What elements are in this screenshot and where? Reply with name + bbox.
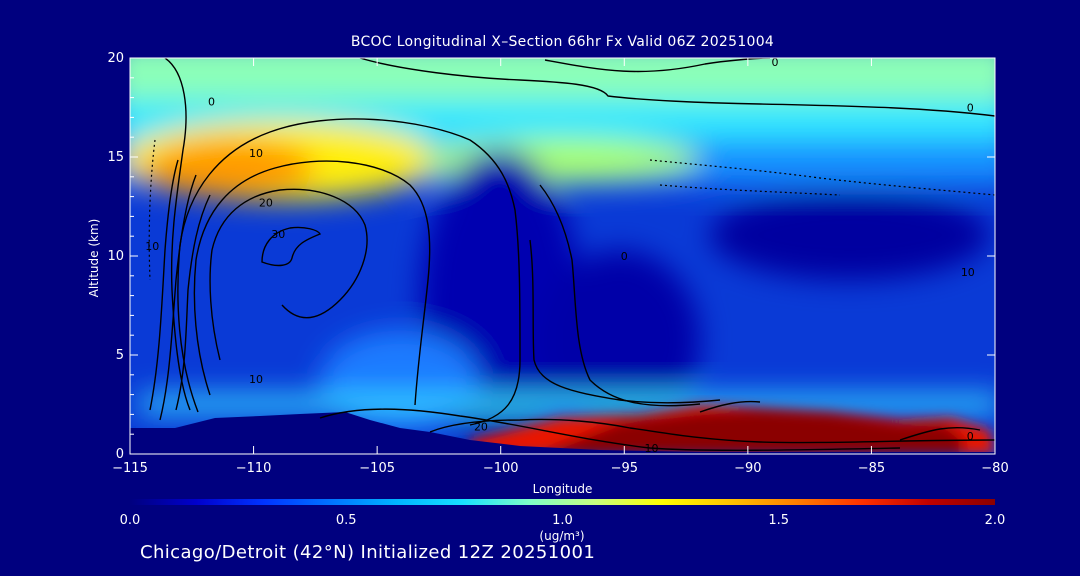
contour-label: 10 [961, 266, 975, 279]
x-tick-label: −90 [734, 461, 761, 476]
contour-0-b [359, 58, 995, 117]
contour-20 [193, 160, 431, 406]
contour-left-stack-3 [175, 194, 211, 411]
contour-left-stack-1 [149, 159, 179, 411]
colorbar: 0.0 0.5 1.0 1.5 2.0 [120, 499, 1006, 528]
concentration-field [130, 58, 995, 454]
colorbar-tick-label: 1.5 [768, 513, 789, 528]
contour-label: 0 [967, 430, 974, 443]
contour-right-lower [529, 239, 721, 404]
x-tick-label: −105 [359, 461, 395, 476]
y-tick-label: 15 [107, 150, 124, 165]
contour-bl-10 [319, 408, 901, 452]
y-tick-label: 0 [116, 447, 124, 462]
contour-label: 0 [967, 102, 974, 115]
dotted-contours [148, 139, 995, 281]
contour-label: 0 [772, 56, 779, 69]
y-ticks: 0 5 10 15 20 [107, 51, 995, 462]
contour-label: 10 [249, 373, 263, 386]
contour-0-a [164, 58, 191, 411]
terrain-mask [130, 412, 995, 454]
contour-label: 20 [259, 197, 273, 210]
x-tick-label: −95 [611, 461, 638, 476]
chart-title: BCOC Longitudinal X–Section 66hr Fx Vali… [350, 34, 775, 50]
dotted-left [148, 139, 156, 281]
dotted-right-lower [659, 184, 841, 196]
colorbar-tick-label: 0.5 [336, 513, 357, 528]
contour-label: 10 [249, 147, 263, 160]
field-trough-2 [540, 250, 700, 430]
contour-rise-right [699, 400, 761, 413]
init-footer: Chicago/Detroit (42°N) Initialized 12Z 2… [140, 542, 596, 563]
x-axis-label: Longitude [532, 482, 593, 496]
x-tick-label: −85 [858, 461, 885, 476]
x-tick-label: −100 [483, 461, 519, 476]
contour-bl-right [899, 426, 981, 441]
contour-label: 10 [145, 240, 159, 253]
contour-0-c [544, 58, 771, 73]
x-ticks: −115 −110 −105 −100 −95 −90 −85 −80 [112, 58, 1009, 476]
colorbar-tick-label: 2.0 [985, 513, 1006, 528]
field-bl-darkred [540, 410, 965, 454]
colorbar-units: (ug/m³) [539, 529, 585, 543]
contour-label: 10 [644, 442, 658, 455]
y-tick-label: 10 [107, 249, 124, 264]
colorbar-ticks: 0.0 0.5 1.0 1.5 2.0 [120, 513, 1006, 528]
field-plume-orange [145, 140, 315, 196]
x-tick-label: −115 [112, 461, 148, 476]
contour-label: 0 [208, 96, 215, 109]
contour-30-inner [261, 226, 321, 267]
y-tick-label: 20 [107, 51, 124, 66]
contour-labels: 0 0 0 10 20 30 10 10 0 10 20 0 10 [145, 56, 975, 455]
field-deep-blue-right [710, 190, 990, 280]
field-low-cyan [140, 395, 995, 413]
x-tick-label: −110 [236, 461, 272, 476]
contour-label: 20 [474, 420, 488, 433]
y-tick-label: 5 [116, 348, 124, 363]
x-tick-label: −80 [981, 461, 1008, 476]
colorbar-tick-label: 0.0 [120, 513, 141, 528]
colorbar-tick-label: 1.0 [552, 513, 573, 528]
contour-label: 30 [271, 228, 285, 241]
contour-bl-20 [429, 418, 995, 444]
contour-30-outer [209, 188, 368, 361]
contour-label: 0 [621, 250, 628, 263]
contour-left-stack-2 [159, 174, 197, 421]
colorbar-bar [130, 499, 995, 505]
axes: −115 −110 −105 −100 −95 −90 −85 −80 0 5 10 15 20 [107, 51, 1008, 476]
contour-lines [149, 58, 995, 452]
dotted-right-upper [649, 159, 995, 196]
